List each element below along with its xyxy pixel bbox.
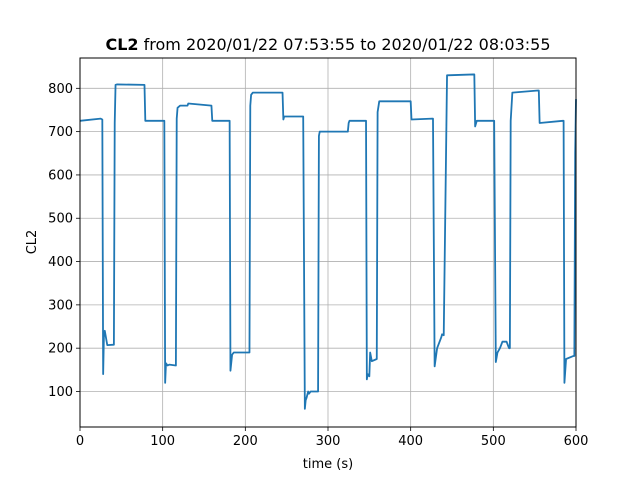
series-group <box>79 73 577 410</box>
y-axis-label: CL2 <box>25 230 40 255</box>
y-tick-label: 400 <box>48 255 73 270</box>
x-axis: 0 100 200 300 400 500 600 <box>76 427 589 449</box>
series-line-0 <box>79 73 577 410</box>
chart-title-rest: from 2020/01/22 07:53:55 to 2020/01/22 0… <box>139 35 551 54</box>
y-tick-label: 800 <box>48 82 73 97</box>
x-tick-label: 400 <box>398 434 423 449</box>
y-tick-label: 300 <box>48 298 73 313</box>
grid <box>79 58 577 427</box>
y-axis: 100 200 300 400 500 600 700 800 <box>48 82 80 400</box>
y-tick-label: 500 <box>48 212 73 227</box>
y-tick-label: 200 <box>48 342 73 357</box>
x-tick-label: 200 <box>233 434 258 449</box>
x-tick-label: 300 <box>316 434 341 449</box>
x-tick-label: 100 <box>150 434 175 449</box>
x-tick-label: 500 <box>481 434 506 449</box>
y-tick-label: 100 <box>48 385 73 400</box>
x-tick-label: 600 <box>564 434 589 449</box>
x-axis-label: time (s) <box>303 457 353 472</box>
y-tick-label: 600 <box>48 168 73 183</box>
chart-title-bold: CL2 <box>105 35 138 54</box>
chart-title: CL2 from 2020/01/22 07:53:55 to 2020/01/… <box>105 35 550 54</box>
y-tick-label: 700 <box>48 125 73 140</box>
x-tick-label: 0 <box>76 434 84 449</box>
